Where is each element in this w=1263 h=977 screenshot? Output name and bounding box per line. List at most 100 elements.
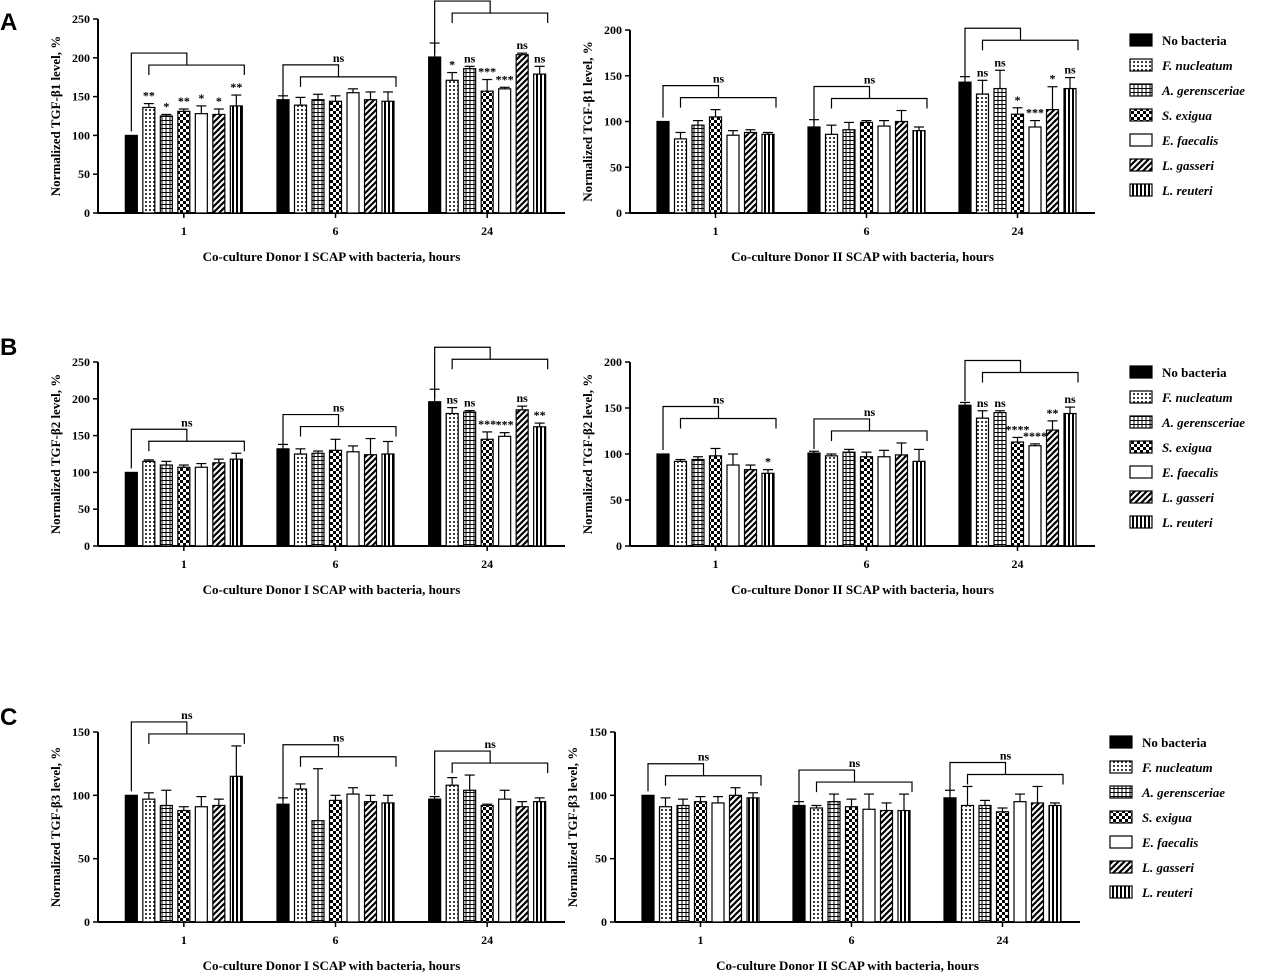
comparison-bracket xyxy=(679,417,777,429)
comparison-bracket xyxy=(662,85,720,118)
significance-label: ns xyxy=(994,396,1006,410)
bar xyxy=(293,788,308,923)
bar xyxy=(229,105,243,214)
legend-label: L. gasseri xyxy=(1161,158,1214,173)
bar xyxy=(363,801,378,923)
bar xyxy=(293,453,308,547)
bar xyxy=(728,794,743,923)
comparison-bracket xyxy=(299,76,397,87)
bar xyxy=(498,798,512,923)
legend-swatch xyxy=(1129,465,1153,479)
legend-label: A. gerensceriae xyxy=(1161,83,1245,98)
bar xyxy=(276,99,290,214)
bracket-label: ns xyxy=(1000,748,1012,762)
comparison-bracket xyxy=(949,761,1007,794)
significance-label: ns xyxy=(977,65,989,79)
significance-label: **** xyxy=(1023,429,1047,443)
bar xyxy=(445,412,459,547)
y-tick-label: 0 xyxy=(84,915,90,929)
x-tick-label: 24 xyxy=(997,933,1009,947)
legend-label: F. nucleatum xyxy=(1161,58,1233,73)
bar xyxy=(463,789,477,923)
bar xyxy=(691,458,705,547)
bar xyxy=(159,115,173,214)
panel-letter-a: A xyxy=(0,9,17,36)
comparison-bracket xyxy=(647,763,705,792)
comparison-bracket xyxy=(434,750,491,796)
bar xyxy=(743,469,758,547)
legend-label: F. nucleatum xyxy=(1141,760,1213,775)
legend-swatch xyxy=(1109,885,1133,899)
y-axis-title: Normalized TGF-β2 level, % xyxy=(48,374,63,534)
significance-label: ns xyxy=(464,51,476,65)
bar xyxy=(726,134,740,214)
legend-swatch xyxy=(1129,33,1153,47)
significance-label: ns xyxy=(1064,392,1076,406)
legend-swatch xyxy=(1109,835,1133,849)
y-tick-label: 0 xyxy=(601,915,607,929)
significance-label: ns xyxy=(977,396,989,410)
bar xyxy=(673,138,688,214)
bar xyxy=(824,133,839,214)
bar xyxy=(1013,801,1027,923)
comparison-bracket xyxy=(813,85,871,123)
legend-swatch xyxy=(1129,83,1153,97)
bar xyxy=(743,131,758,214)
y-axis-title: Normalized TGF-β1 level, % xyxy=(580,41,595,201)
significance-label: ** xyxy=(143,89,155,103)
bar xyxy=(229,775,243,923)
y-axis-title: Normalized TGF-β1 level, % xyxy=(48,36,63,196)
x-tick-label: 6 xyxy=(333,933,339,947)
legend-label: No bacteria xyxy=(1162,365,1227,380)
bar xyxy=(827,801,841,923)
bar xyxy=(212,462,226,547)
x-tick-label: 6 xyxy=(333,557,339,571)
bar xyxy=(311,452,325,547)
bar xyxy=(194,806,208,923)
bar xyxy=(708,116,723,214)
comparison-bracket xyxy=(434,0,491,54)
x-tick-label: 6 xyxy=(864,557,870,571)
bar xyxy=(912,130,926,214)
bar xyxy=(463,68,477,214)
bar xyxy=(480,90,494,214)
chart-0: 0 50 100 150 200 250 Normalized TGF-β1 level, … xyxy=(48,0,565,264)
bar xyxy=(658,806,673,923)
bar xyxy=(859,121,874,214)
bracket-label: ns xyxy=(864,73,876,87)
x-tick-label: 1 xyxy=(181,933,187,947)
bar xyxy=(693,801,708,923)
bar xyxy=(641,794,655,923)
x-tick-label: 1 xyxy=(181,557,187,571)
x-axis-title: Co-culture Donor I SCAP with bacteria, h… xyxy=(203,249,461,264)
significance-label: ns xyxy=(534,51,546,65)
y-tick-label: 50 xyxy=(78,502,90,516)
bar xyxy=(381,100,395,214)
bar xyxy=(346,92,360,214)
legend-swatch xyxy=(1129,415,1153,429)
bracket-label: ns xyxy=(864,405,876,419)
bar xyxy=(212,113,226,214)
bar xyxy=(498,435,512,547)
legend-label: L. reuteri xyxy=(1141,885,1193,900)
bar xyxy=(311,820,325,923)
legend-label: No bacteria xyxy=(1162,33,1227,48)
legend-label: F. nucleatum xyxy=(1161,390,1233,405)
y-tick-label: 150 xyxy=(589,725,607,739)
y-tick-label: 0 xyxy=(616,539,622,553)
legend-label: S. exigua xyxy=(1162,440,1212,455)
bar xyxy=(894,120,909,214)
bar xyxy=(445,79,459,214)
legend-label: A. gerensceriae xyxy=(1141,785,1225,800)
legend-swatch xyxy=(1129,108,1153,122)
y-tick-label: 0 xyxy=(84,206,90,220)
comparison-bracket xyxy=(815,781,913,793)
bar xyxy=(381,453,395,547)
significance-label: ns xyxy=(464,396,476,410)
legend-label: A. gerensceriae xyxy=(1161,415,1245,430)
bar xyxy=(142,106,156,214)
bar xyxy=(328,799,343,923)
bar xyxy=(912,460,926,547)
bracket-label: ns xyxy=(698,750,710,764)
bracket-label: ns xyxy=(333,401,345,415)
